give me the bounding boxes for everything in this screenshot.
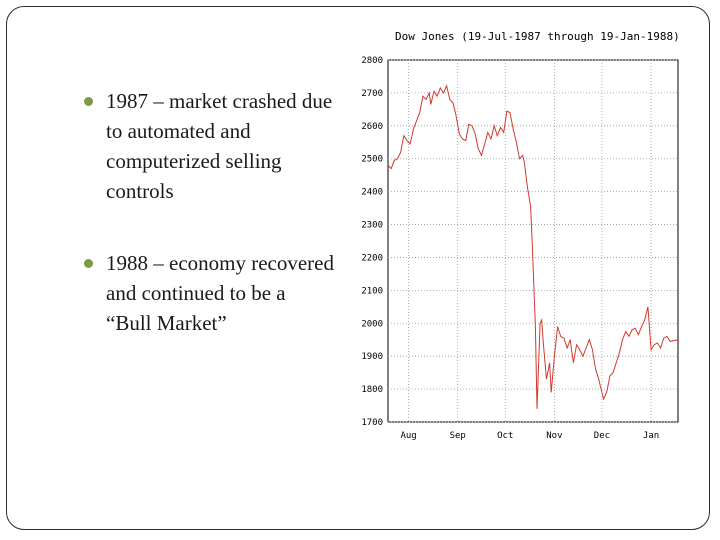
x-tick-label: Jan bbox=[643, 431, 659, 441]
chart-title: Dow Jones (19-Jul-1987 through 19-Jan-19… bbox=[395, 30, 680, 43]
bullet-text-1988: 1988 – economy recovered and continued t… bbox=[106, 251, 334, 335]
y-tick-label: 2500 bbox=[361, 155, 383, 165]
dow-jones-series-line bbox=[387, 84, 679, 409]
x-tick-label: Nov bbox=[546, 431, 562, 441]
bullet-dot-icon bbox=[84, 259, 93, 268]
bullet-text-1987: 1987 – market crashed due to automated a… bbox=[106, 89, 333, 203]
y-tick-label: 2200 bbox=[361, 253, 383, 263]
y-tick-label: 1900 bbox=[361, 352, 383, 362]
bullet-list: 1987 – market crashed due to automated a… bbox=[84, 86, 334, 338]
x-tick-label: Sep bbox=[450, 431, 466, 441]
x-tick-label: Dec bbox=[594, 431, 610, 441]
plot-area bbox=[387, 59, 679, 423]
bullet-item-1987: 1987 – market crashed due to automated a… bbox=[84, 86, 334, 206]
dow-jones-chart: Dow Jones (19-Jul-1987 through 19-Jan-19… bbox=[345, 24, 690, 454]
chart-canvas: 1700 1800 1900 2000 2100 2200 2300 2400 2500 2600… bbox=[361, 56, 679, 441]
y-tick-label: 2100 bbox=[361, 286, 383, 296]
y-tick-label: 2600 bbox=[361, 122, 383, 132]
bullet-item-1988: 1988 – economy recovered and continued t… bbox=[84, 248, 334, 338]
y-tick-label: 1800 bbox=[361, 385, 383, 395]
bullet-dot-icon bbox=[84, 97, 93, 106]
x-tick-label: Oct bbox=[497, 431, 513, 441]
slide-frame bbox=[6, 6, 710, 530]
y-tick-label: 2700 bbox=[361, 89, 383, 99]
y-tick-label: 2800 bbox=[361, 56, 383, 66]
y-tick-label: 2300 bbox=[361, 221, 383, 231]
y-tick-label: 2000 bbox=[361, 319, 383, 329]
y-tick-label: 2400 bbox=[361, 188, 383, 198]
x-tick-label: Aug bbox=[400, 431, 416, 441]
y-tick-label: 1700 bbox=[361, 418, 383, 428]
